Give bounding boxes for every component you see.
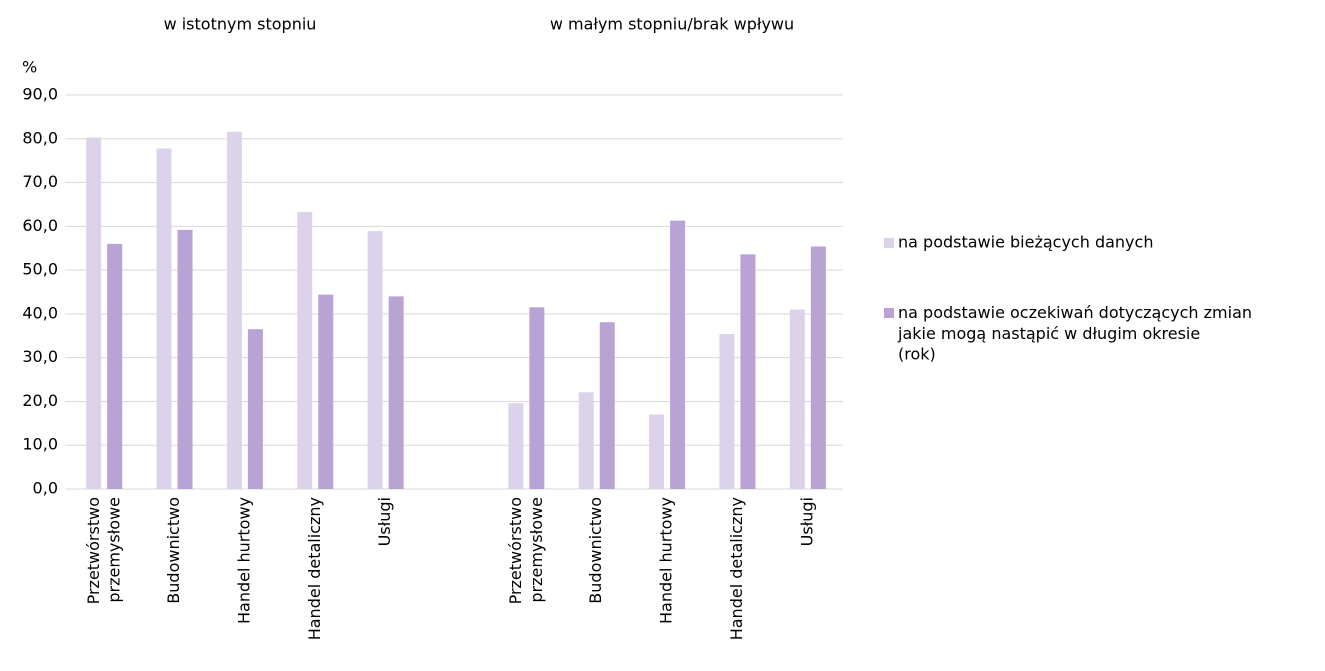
- legend-swatch: [884, 238, 894, 248]
- bar: [529, 307, 545, 489]
- legend-label: na podstawie oczekiwań dotyczących zmian…: [897, 303, 1252, 364]
- x-tick-label: Handel detaliczny: [305, 497, 324, 640]
- x-tick-label: Usługi: [797, 497, 816, 546]
- y-tick-label: 30,0: [22, 347, 58, 366]
- y-tick-label: 0,0: [33, 479, 58, 498]
- y-tick-label: 60,0: [22, 216, 58, 235]
- y-tick-label: 70,0: [22, 172, 58, 191]
- bar: [719, 334, 735, 489]
- y-tick-label: 80,0: [22, 128, 58, 147]
- x-tick-label: Handel hurtowy: [657, 497, 676, 624]
- y-tick-label: 40,0: [22, 303, 58, 322]
- bar: [297, 211, 313, 490]
- y-tick-label: 20,0: [22, 391, 58, 410]
- bar: [156, 148, 172, 490]
- bar: [649, 414, 665, 489]
- y-tick-label: 10,0: [22, 435, 58, 454]
- bar: [670, 220, 686, 490]
- y-tick-label: 90,0: [22, 85, 58, 104]
- y-axis-label: %: [22, 58, 37, 77]
- group-label: w małym stopniu/brak wpływu: [550, 15, 794, 34]
- y-tick-label: 50,0: [22, 260, 58, 279]
- legend-swatch: [884, 308, 894, 318]
- bar: [388, 296, 404, 489]
- x-tick-label: Budownictwo: [586, 497, 605, 604]
- bar: [789, 309, 805, 489]
- x-tick-label: Handel hurtowy: [234, 497, 253, 624]
- bar: [226, 131, 242, 490]
- x-tick-label: Przetwórstwo przemysłowe: [505, 497, 545, 604]
- bar: [86, 137, 102, 489]
- group-label: w istotnym stopniu: [164, 15, 317, 34]
- bar: [578, 392, 594, 489]
- legend-label: na podstawie bieżących danych: [898, 233, 1153, 252]
- x-tick-label: Przetwórstwo przemysłowe: [83, 497, 123, 604]
- bar: [318, 294, 334, 489]
- bar: [740, 254, 756, 489]
- x-tick-label: Budownictwo: [164, 497, 183, 604]
- bar: [107, 243, 123, 489]
- bar: [599, 322, 615, 489]
- bar: [508, 403, 524, 489]
- x-tick-label: Usługi: [375, 497, 394, 546]
- bar: [810, 246, 826, 489]
- bar: [177, 229, 193, 489]
- bar: [247, 329, 263, 489]
- bar: [367, 231, 383, 489]
- x-tick-label: Handel detaliczny: [727, 497, 746, 640]
